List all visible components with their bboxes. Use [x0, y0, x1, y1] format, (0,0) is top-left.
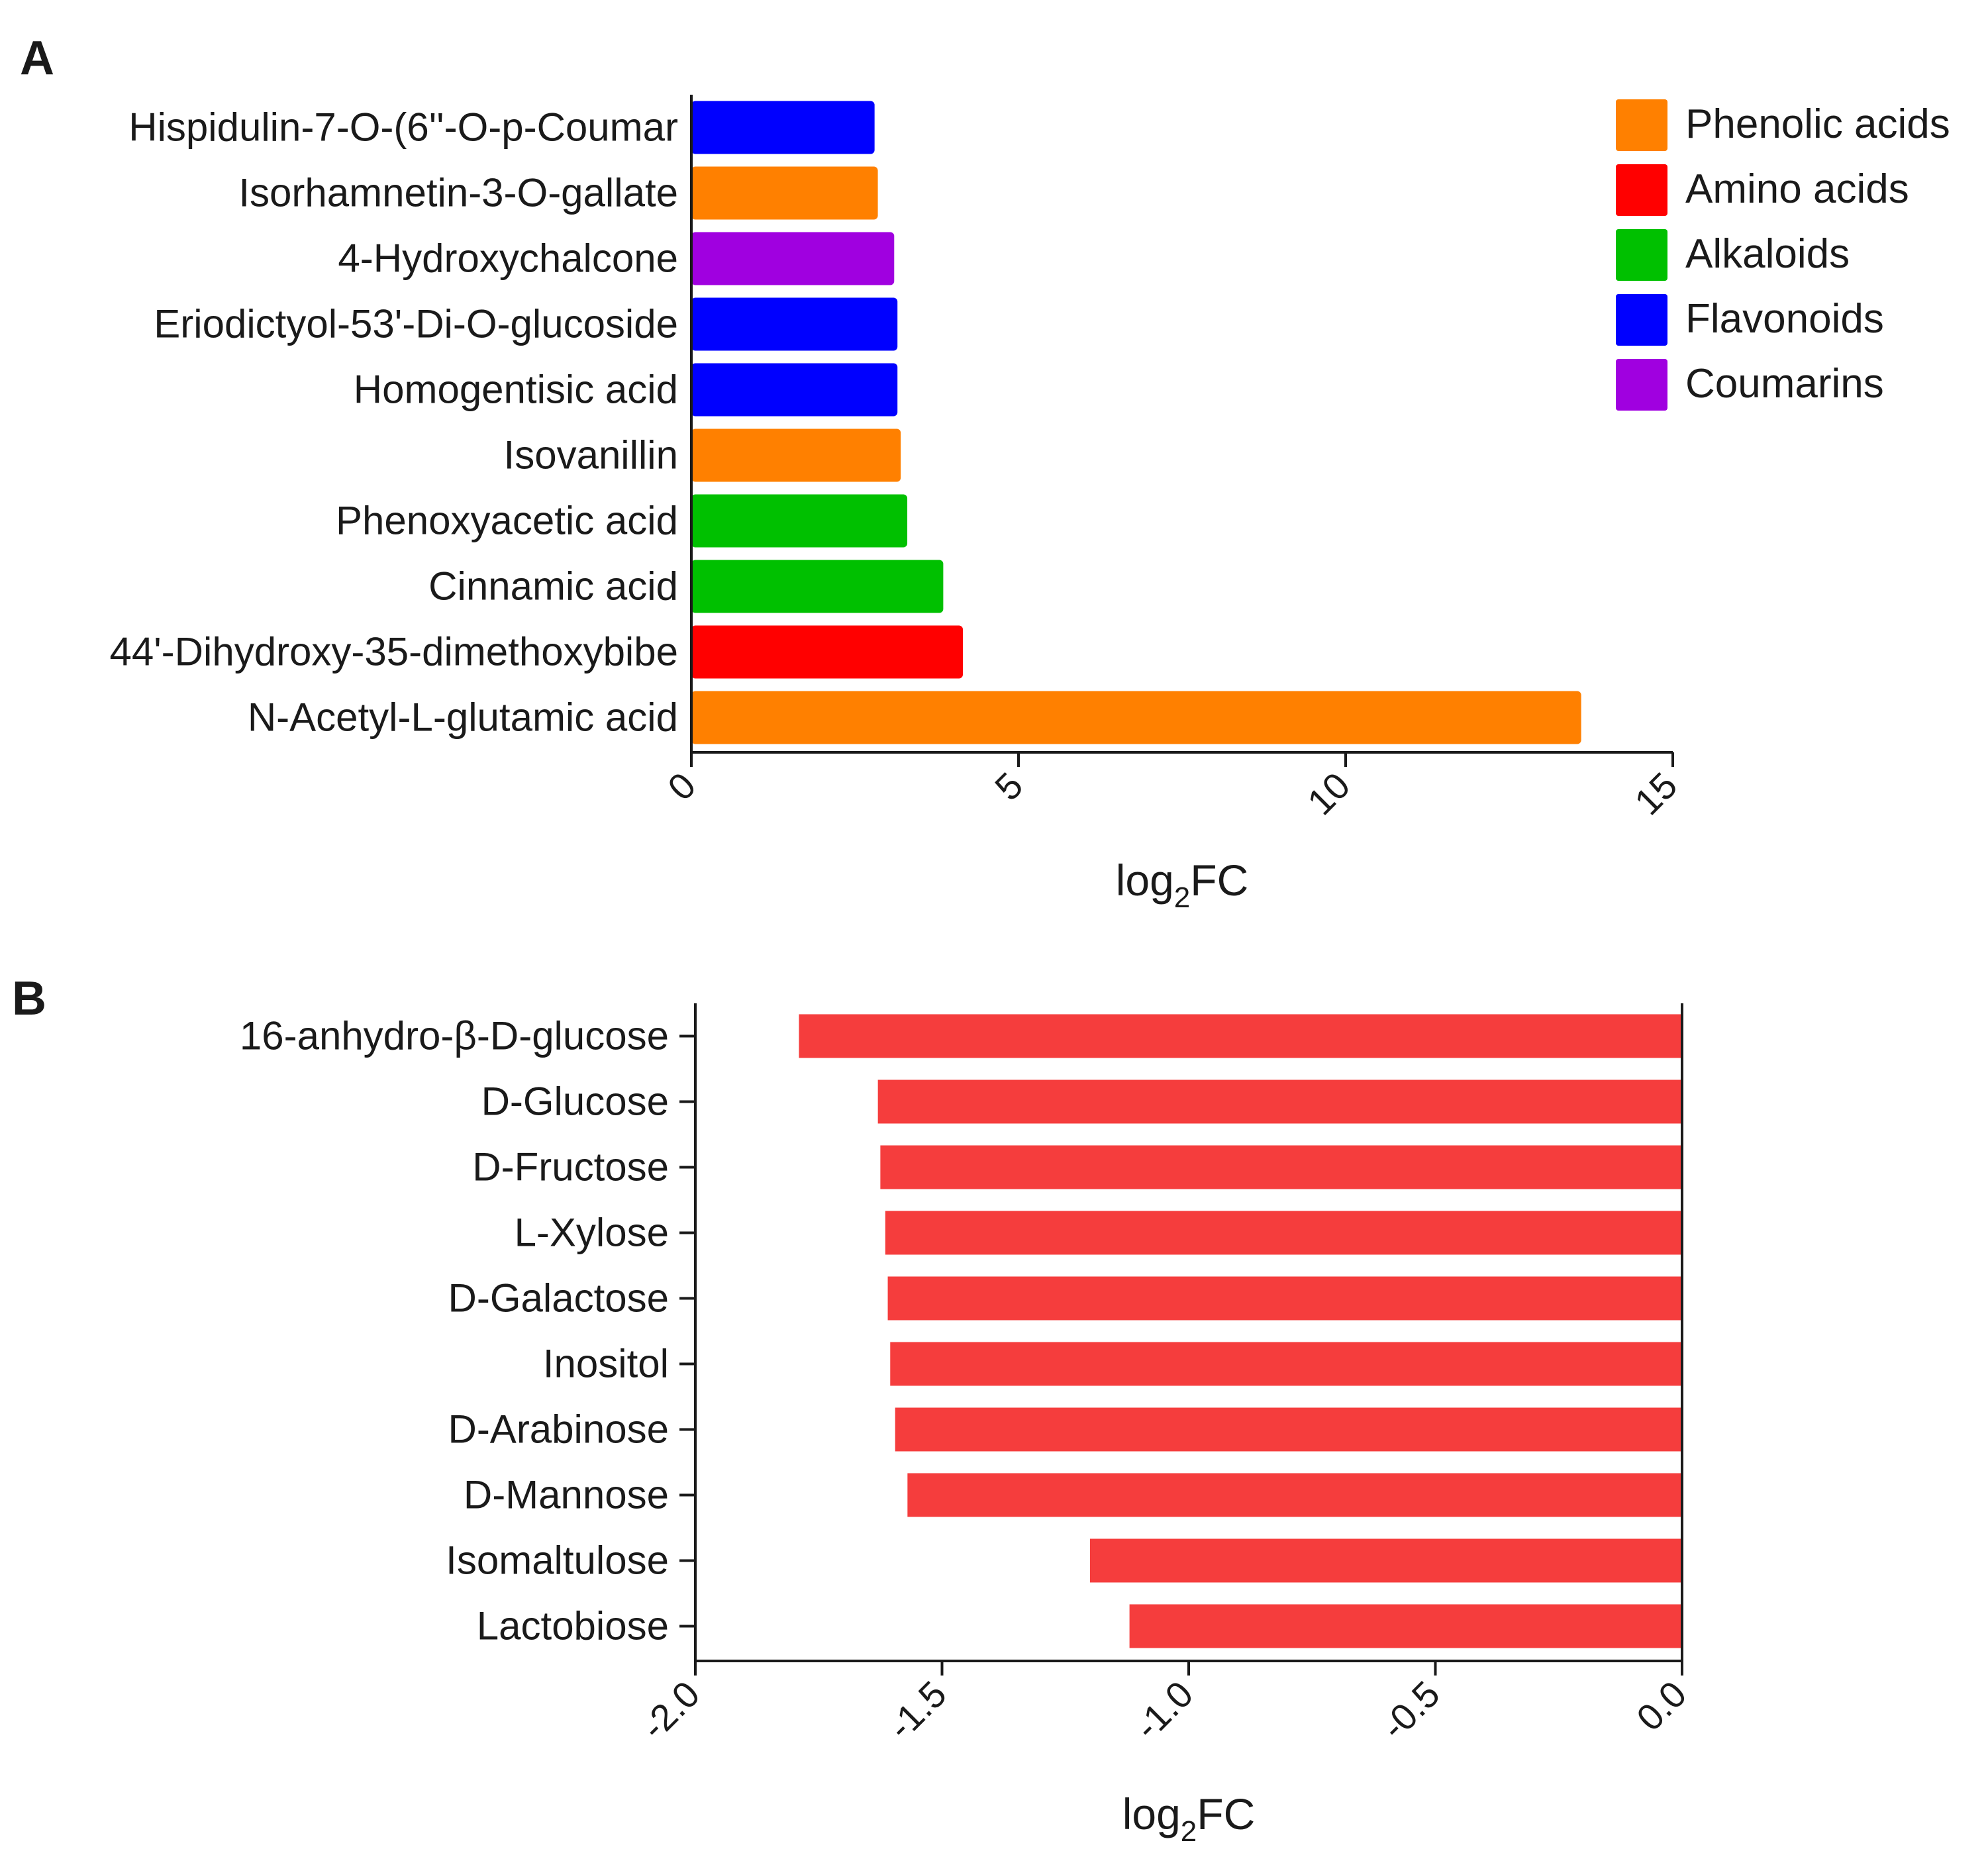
legend-swatch-flavonoids [1616, 294, 1667, 346]
legend-swatch-alkaloids [1616, 229, 1667, 281]
bar-a-n-acetyl-l-glutamic-acid [691, 691, 1581, 744]
category-label-b-l-xylose: L-Xylose [515, 1211, 669, 1255]
panel-b-bars [799, 1014, 1682, 1648]
category-label-a-homogentisic-acid: Homogentisic acid [354, 368, 678, 412]
panel-a-x-axis-title: log2FC [1116, 856, 1249, 914]
bar-a-phenoxyacetic-acid [691, 494, 908, 548]
category-label-b-lactobiose: Lactobiose [477, 1604, 669, 1648]
legend-swatch-phenolic-acids [1616, 99, 1667, 151]
bar-b-d-fructose [880, 1145, 1682, 1189]
bar-b-d-glucose [877, 1079, 1682, 1124]
bar-a-cinnamic-acid [691, 560, 944, 613]
bar-b-d-galactose [887, 1276, 1682, 1321]
bar-a-44-dihydroxy-35-dimethoxybibe [691, 625, 964, 679]
legend-label-amino-acids: Amino acids [1685, 166, 1909, 212]
category-label-b-16-anhydro-d-glucose: 16-anhydro-β-D-glucose [240, 1014, 669, 1058]
category-label-a-phenoxyacetic-acid: Phenoxyacetic acid [336, 499, 678, 543]
category-label-a-isovanillin: Isovanillin [504, 433, 678, 477]
category-label-b-d-mannose: D-Mannose [464, 1473, 669, 1517]
panel-b-letter: B [12, 972, 46, 1025]
legend-label-alkaloids: Alkaloids [1685, 231, 1850, 277]
bar-b-d-mannose [907, 1473, 1682, 1517]
category-label-a-4-hydroxychalcone: 4-Hydroxychalcone [338, 236, 678, 281]
category-label-b-d-glucose: D-Glucose [481, 1079, 669, 1124]
panel-a: A Hispidulin-7-O-(6''-O-p-Coumar Isorhamn… [20, 32, 1950, 914]
bar-a-isovanillin [691, 428, 901, 482]
bar-a-isorhamnetin-3-o-gallate [691, 166, 878, 220]
panel-a-letter: A [20, 32, 54, 85]
legend-swatch-coumarins [1616, 359, 1667, 411]
category-label-a-cinnamic-acid: Cinnamic acid [428, 564, 678, 609]
legend-label-flavonoids: Flavonoids [1685, 296, 1884, 342]
category-label-a-n-acetyl-l-glutamic-acid: N-Acetyl-L-glutamic acid [248, 695, 678, 740]
category-label-a-hispidulin-7-o-6-o-p-coumar: Hispidulin-7-O-(6''-O-p-Coumar [128, 105, 678, 150]
bar-b-isomaltulose [1090, 1538, 1682, 1583]
category-label-a-isorhamnetin-3-o-gallate: Isorhamnetin-3-O-gallate [238, 171, 678, 215]
category-label-b-inositol: Inositol [543, 1342, 669, 1386]
bar-a-4-hydroxychalcone [691, 232, 895, 285]
panel-b-x-axis-title: log2FC [1122, 1789, 1256, 1848]
bar-b-16-anhydro-d-glucose [799, 1014, 1682, 1058]
bar-a-homogentisic-acid [691, 363, 898, 417]
panel-a-bars [691, 101, 1581, 744]
category-label-a-44-dihydroxy-35-dimethoxybibe: 44'-Dihydroxy-35-dimethoxybibe [109, 630, 678, 674]
category-label-b-d-fructose: D-Fructose [472, 1145, 669, 1189]
bar-b-d-arabinose [895, 1407, 1682, 1452]
bar-a-hispidulin-7-o-6-o-p-coumar [691, 101, 875, 154]
panel-a-category-labels: Hispidulin-7-O-(6''-O-p-Coumar Isorhamnet… [109, 105, 678, 740]
panel-a-legend: Phenolic acids Amino acids Alkaloids Flavon… [1616, 99, 1950, 411]
legend-label-coumarins: Coumarins [1685, 361, 1884, 407]
panel-b-category-labels: 16-anhydro-β-D-glucose D-Glucose D-Fructos… [240, 1014, 695, 1648]
legend-label-phenolic-acids: Phenolic acids [1685, 101, 1950, 147]
bar-b-inositol [890, 1342, 1682, 1386]
category-label-a-eriodictyol-53-di-o-glucoside: Eriodictyol-53'-Di-O-glucoside [154, 302, 678, 346]
bar-b-lactobiose [1129, 1604, 1682, 1648]
legend-swatch-amino-acids [1616, 164, 1667, 216]
category-label-b-isomaltulose: Isomaltulose [446, 1538, 669, 1583]
category-label-b-d-arabinose: D-Arabinose [448, 1407, 670, 1452]
bar-b-l-xylose [885, 1211, 1682, 1255]
bar-a-eriodictyol-53-di-o-glucoside [691, 297, 898, 351]
category-label-b-d-galactose: D-Galactose [448, 1276, 669, 1321]
